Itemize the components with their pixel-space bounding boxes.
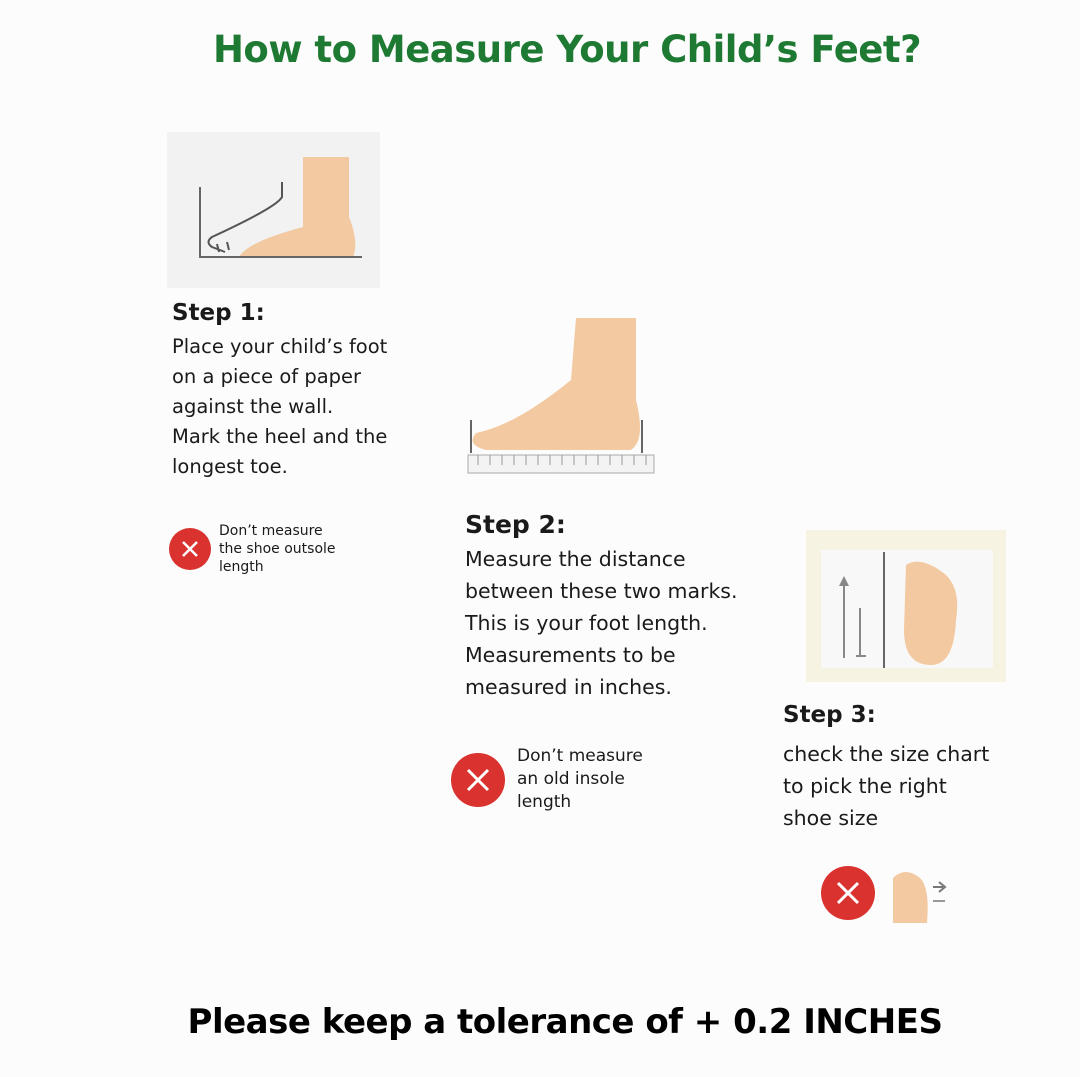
text-line: Measurements to be xyxy=(465,643,676,667)
text-line: Mark the heel and the xyxy=(172,425,388,448)
text-line: an old insole xyxy=(517,769,625,789)
text-line: length xyxy=(219,559,264,575)
text-line: to pick the right xyxy=(783,774,947,798)
step-3-text: check the size chart to pick the right s… xyxy=(783,738,989,834)
page-title: How to Measure Your Child’s Feet? xyxy=(212,28,922,71)
text-line: length xyxy=(517,792,572,812)
text-line: the shoe outsole xyxy=(219,541,336,557)
text-line: Place your child’s foot xyxy=(172,335,388,358)
text-line: against the wall. xyxy=(172,395,334,418)
text-line: This is your foot length. xyxy=(465,611,708,635)
text-line: between these two marks. xyxy=(465,579,738,603)
text-line: check the size chart xyxy=(783,742,990,766)
text-line: Don’t measure xyxy=(219,523,323,539)
foot-on-ruler-illustration xyxy=(467,318,655,474)
step-1-heading: Step 1: xyxy=(172,300,265,326)
text-line: longest toe. xyxy=(172,455,288,478)
text-line: measured in inches. xyxy=(465,675,672,699)
close-icon xyxy=(821,866,875,920)
step-2-text: Measure the distance between these two m… xyxy=(465,543,738,703)
step-2-warning: Don’t measure an old insole length xyxy=(451,745,643,814)
close-icon xyxy=(451,752,505,807)
step-3-heading: Step 3: xyxy=(783,702,876,728)
tolerance-note: Please keep a tolerance of + 0.2 INCHES xyxy=(187,1002,943,1042)
text-line: shoe size xyxy=(783,806,879,830)
foot-size-chart-illustration xyxy=(806,530,1006,682)
step-3-warning xyxy=(821,863,955,923)
step-1-text: Place your child’s foot on a piece of pa… xyxy=(172,332,387,482)
step-2-heading: Step 2: xyxy=(465,510,566,539)
close-icon xyxy=(169,528,211,570)
text-line: Measure the distance xyxy=(465,547,686,571)
text-line: Don’t measure xyxy=(517,746,643,766)
foot-arrows-icon xyxy=(893,872,947,923)
foot-against-wall-illustration xyxy=(167,132,380,288)
text-line: on a piece of paper xyxy=(172,365,362,388)
step-1-warning: Don’t measure the shoe outsole length xyxy=(169,522,336,576)
